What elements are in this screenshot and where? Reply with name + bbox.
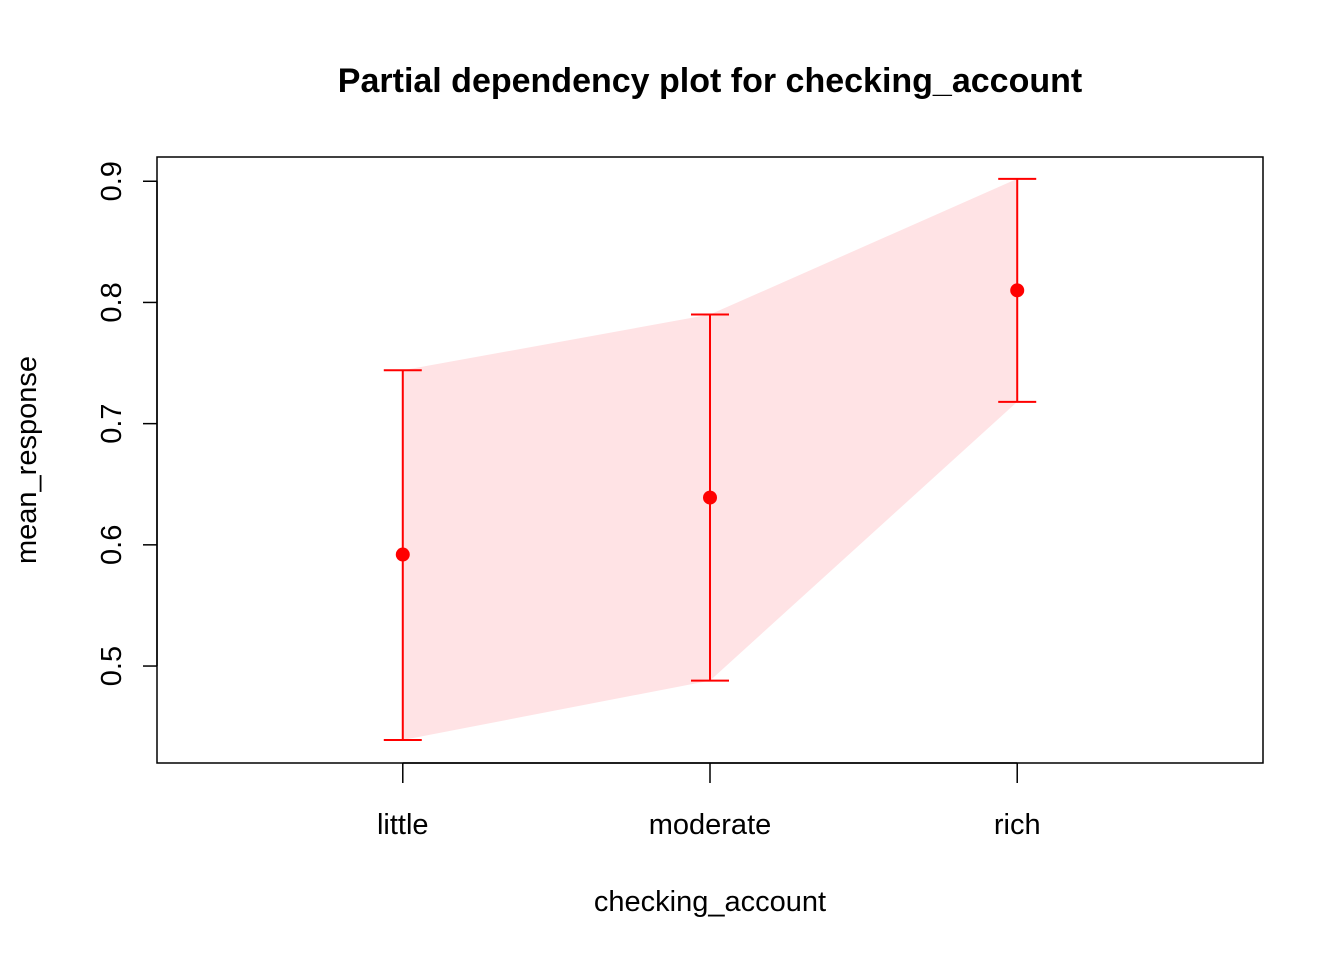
y-axis: 0.5 0.6 0.7 0.8 0.9 (96, 161, 158, 686)
y-tick-label: 0.8 (96, 282, 128, 322)
x-tick-label-moderate: moderate (649, 809, 772, 841)
data-point-rich (1010, 283, 1025, 298)
data-points (395, 283, 1025, 562)
y-tick-label: 0.5 (96, 646, 128, 686)
x-tick-label-rich: rich (994, 809, 1041, 841)
y-tick-label: 0.9 (96, 161, 128, 201)
chart-title: Partial dependency plot for checking_acc… (338, 62, 1082, 100)
x-axis: little moderate rich (377, 762, 1041, 841)
y-tick-label: 0.6 (96, 525, 128, 565)
y-tick-label: 0.7 (96, 403, 128, 443)
data-point-little (395, 547, 410, 562)
x-tick-label-little: little (377, 809, 429, 841)
data-point-moderate (703, 490, 717, 505)
y-axis-label: mean_response (11, 356, 43, 564)
x-axis-label: checking_account (594, 886, 826, 918)
